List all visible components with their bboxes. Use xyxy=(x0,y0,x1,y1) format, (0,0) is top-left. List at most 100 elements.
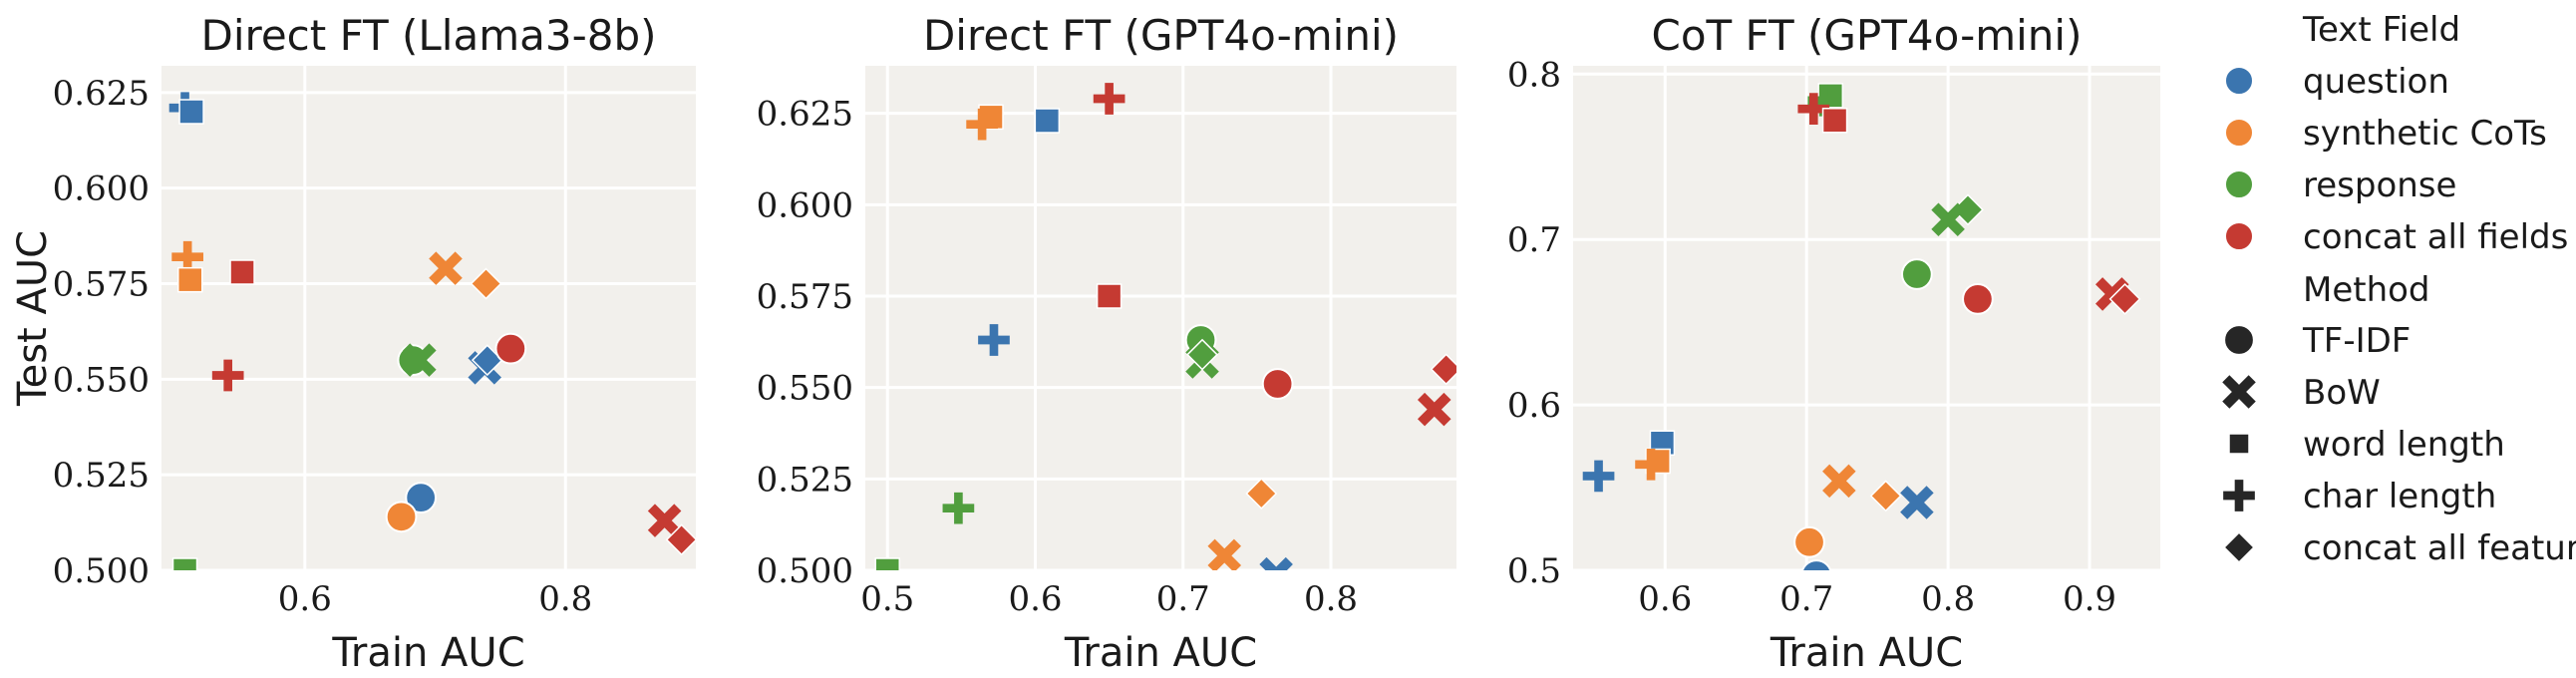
point-synthetic-cots-bow xyxy=(1822,464,1856,499)
legend-label: char length xyxy=(2303,477,2496,516)
y-tick-label: 0.550 xyxy=(757,369,853,409)
y-axis-label: Test AUC xyxy=(10,230,56,407)
legend-method-entries: TF-IDF BoW word length char length concat al… xyxy=(2222,321,2576,568)
legend-label: TF-IDF xyxy=(2302,321,2411,361)
data-points xyxy=(874,83,1456,570)
y-tick-label: 0.600 xyxy=(757,185,853,225)
point-concat-all-fields-tf-idf xyxy=(1261,368,1294,400)
legend-marker-square xyxy=(2228,433,2250,455)
point-synthetic-cots-char-length xyxy=(1635,448,1667,481)
point-synthetic-cots-bow xyxy=(1207,538,1242,570)
x-tick-label: 0.8 xyxy=(538,579,592,619)
y-tick-label: 0.500 xyxy=(53,551,150,591)
y-tick-label: 0.550 xyxy=(53,360,150,400)
point-concat-all-fields-char-length xyxy=(1093,83,1126,115)
point-synthetic-cots-word-length xyxy=(177,266,203,293)
x-tick-label: 0.8 xyxy=(1304,579,1358,619)
y-tick-label: 0.5 xyxy=(1507,551,1561,591)
legend-item-concat-all-fields: concat all fields xyxy=(2224,217,2568,257)
point-question-char-length xyxy=(1582,460,1615,493)
legend-marker-x xyxy=(2222,375,2256,409)
chart-title: Direct FT (Llama3-8b) xyxy=(200,11,656,60)
x-tick-label: 0.9 xyxy=(2063,579,2116,619)
y-tick-label: 0.575 xyxy=(757,277,853,317)
legend-item-synthetic-cots: synthetic CoTs xyxy=(2224,114,2547,154)
data-points xyxy=(168,92,696,570)
y-tick-label: 0.525 xyxy=(757,460,853,500)
point-synthetic-cots-concat-all-features xyxy=(1245,478,1278,509)
legend-title-text-field: Text Field xyxy=(2302,10,2460,50)
legend-item-response: response xyxy=(2224,166,2456,205)
point-synthetic-cots-concat-all-features xyxy=(470,267,502,300)
legend-label: BoW xyxy=(2303,373,2381,413)
x-tick-label: 0.8 xyxy=(1921,579,1975,619)
legend-swatch xyxy=(2224,66,2254,96)
point-concat-all-fields-word-length xyxy=(229,259,255,285)
y-tick-label: 0.575 xyxy=(53,265,150,305)
point-question-word-length xyxy=(1034,108,1061,134)
data-points xyxy=(1582,83,2141,570)
legend-item-char-length: char length xyxy=(2223,477,2496,516)
point-synthetic-cots-tf-idf xyxy=(385,501,418,533)
point-synthetic-cots-tf-idf xyxy=(1793,525,1825,558)
point-response-bow xyxy=(1931,202,1965,237)
chart-title: CoT FT (GPT4o-mini) xyxy=(1652,11,2083,60)
legend-swatch xyxy=(2224,118,2254,148)
point-response-char-length xyxy=(942,492,975,524)
point-question-tf-idf xyxy=(405,482,438,514)
y-tick-label: 0.600 xyxy=(53,170,150,209)
x-tick-label: 0.5 xyxy=(860,579,914,619)
legend-swatch xyxy=(2224,170,2254,199)
legend-item-bow: BoW xyxy=(2222,373,2381,413)
point-question-bow xyxy=(1259,556,1293,570)
point-question-char-length xyxy=(978,324,1010,356)
point-synthetic-cots-concat-all-features xyxy=(1869,480,1902,512)
legend-label: word length xyxy=(2303,425,2505,465)
legend-title-method: Method xyxy=(2303,270,2430,310)
point-response-bow xyxy=(403,343,437,377)
point-concat-all-fields-bow xyxy=(647,504,682,537)
point-synthetic-cots-bow xyxy=(429,251,463,285)
legend-swatch xyxy=(2224,221,2254,251)
legend-item-tf-idf: TF-IDF xyxy=(2223,321,2411,361)
point-response-tf-idf xyxy=(1901,258,1933,290)
legend: Text Field Method question synthetic CoTs… xyxy=(2222,10,2576,568)
point-question-bow xyxy=(1900,486,1934,519)
point-response-word-length xyxy=(171,557,198,570)
x-axis-label: Train AUC xyxy=(1064,630,1257,676)
x-tick-label: 0.6 xyxy=(278,579,332,619)
legend-label: response xyxy=(2303,166,2456,205)
point-response-concat-all-features xyxy=(1186,338,1218,371)
x-tick-label: 0.7 xyxy=(1779,579,1833,619)
legend-label: concat all features xyxy=(2303,528,2576,568)
legend-label: synthetic CoTs xyxy=(2303,114,2547,154)
x-axis-label: Train AUC xyxy=(331,630,524,676)
point-concat-all-fields-concat-all-features xyxy=(665,523,696,556)
y-tick-label: 0.500 xyxy=(757,551,853,591)
point-synthetic-cots-char-length xyxy=(966,108,998,141)
point-concat-all-fields-tf-idf xyxy=(494,332,527,365)
chart-title: Direct FT (GPT4o-mini) xyxy=(923,11,1399,60)
y-tick-label: 0.7 xyxy=(1507,220,1561,260)
x-tick-label: 0.6 xyxy=(1008,579,1062,619)
x-axis-label: Train AUC xyxy=(1770,630,1963,676)
y-tick-label: 0.525 xyxy=(53,456,150,496)
x-tick-label: 0.6 xyxy=(1638,579,1692,619)
chart-panel-1: 0.6 0.8 0.500 0.525 0.550 0.575 0.600 0.625 Dire… xyxy=(10,11,696,676)
legend-marker-circle xyxy=(2223,324,2255,356)
legend-field-entries: question synthetic CoTs response concat all… xyxy=(2224,62,2568,257)
legend-item-question: question xyxy=(2224,62,2449,102)
point-question-word-length xyxy=(178,99,204,125)
y-tick-label: 0.625 xyxy=(757,95,853,135)
point-concat-all-fields-tf-idf xyxy=(1962,283,1994,315)
point-concat-all-fields-char-length xyxy=(211,359,244,392)
legend-item-word-length: word length xyxy=(2228,425,2505,465)
point-concat-all-fields-bow xyxy=(1417,392,1451,427)
point-concat-all-fields-word-length xyxy=(1821,107,1848,134)
chart-panels: 0.6 0.8 0.500 0.525 0.550 0.575 0.600 0.625 Dire… xyxy=(10,11,2160,676)
legend-marker-plus xyxy=(2223,480,2255,511)
plot-area xyxy=(865,66,1456,570)
legend-marker-diamond xyxy=(2223,531,2255,563)
x-tick-label: 0.7 xyxy=(1156,579,1210,619)
